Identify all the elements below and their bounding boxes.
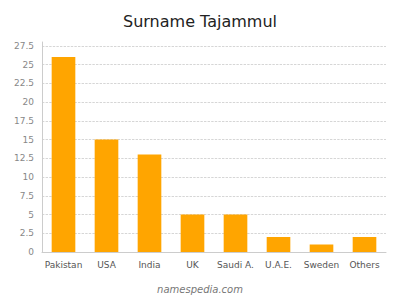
svg-text:25: 25 <box>23 60 34 70</box>
svg-text:27.5: 27.5 <box>14 41 34 51</box>
svg-text:15: 15 <box>23 135 34 145</box>
svg-text:Sweden: Sweden <box>304 260 340 270</box>
svg-text:7.5: 7.5 <box>20 191 34 201</box>
svg-text:5: 5 <box>28 210 34 220</box>
svg-text:Surname Tajammul: Surname Tajammul <box>123 12 277 31</box>
svg-text:Saudi A.: Saudi A. <box>217 260 254 270</box>
svg-text:10: 10 <box>23 172 35 182</box>
svg-text:17.5: 17.5 <box>14 116 34 126</box>
svg-text:UK: UK <box>186 260 200 270</box>
svg-text:22.5: 22.5 <box>14 78 34 88</box>
svg-text:12.5: 12.5 <box>14 153 34 163</box>
svg-text:Others: Others <box>349 260 380 270</box>
svg-text:20: 20 <box>23 97 35 107</box>
svg-text:2.5: 2.5 <box>20 228 34 238</box>
svg-text:namespedia.com: namespedia.com <box>157 284 243 295</box>
svg-text:USA: USA <box>97 260 116 270</box>
svg-text:0: 0 <box>28 247 34 257</box>
svg-text:India: India <box>138 260 160 270</box>
svg-text:Pakistan: Pakistan <box>45 260 83 270</box>
svg-text:U.A.E.: U.A.E. <box>265 260 292 270</box>
